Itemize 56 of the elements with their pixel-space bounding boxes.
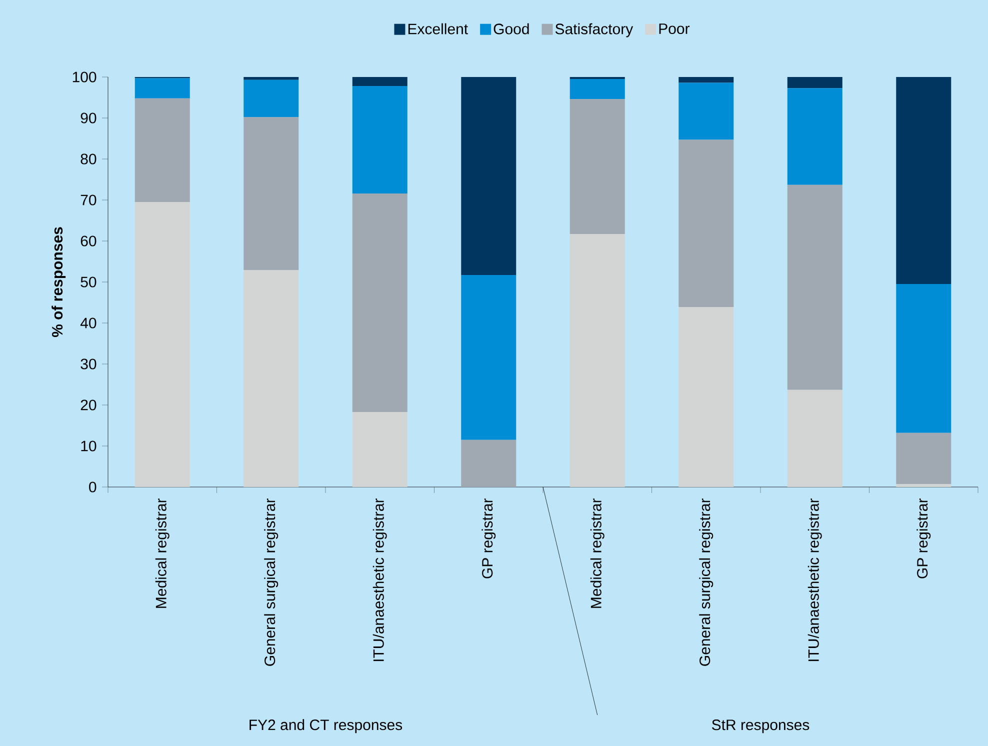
bar [678, 76, 734, 83]
bar [896, 432, 952, 484]
legend-label: Good [494, 23, 529, 34]
x-tick-label: ITU/anaesthetic registrar [808, 498, 822, 662]
bar [352, 412, 408, 487]
legend-label: Poor [659, 24, 690, 34]
x-tick-label: GP registrar [482, 498, 496, 578]
bar [461, 76, 516, 276]
bar [896, 76, 952, 284]
bar [244, 270, 299, 487]
bar [678, 140, 734, 308]
y-tick-label: 0 [89, 482, 96, 492]
bar [787, 184, 842, 390]
bar [896, 484, 952, 487]
y-tick-label: 10 [81, 440, 96, 452]
bar [244, 80, 299, 118]
bar [352, 86, 408, 194]
text: FY2 and CT responses [250, 719, 402, 734]
x-tick-label: Medical registrar [155, 498, 170, 608]
y-tick-label: 70 [80, 194, 96, 206]
y-tick-label: 90 [80, 112, 96, 124]
legend-label: Satisfactory [555, 23, 634, 38]
y-tick-label: 60 [80, 236, 96, 246]
y-tick-label: 20 [80, 400, 96, 410]
legend-label: Excellent [408, 23, 468, 34]
y-tick-label: 80 [80, 154, 96, 164]
bar [134, 202, 190, 487]
bar [352, 76, 408, 86]
bar [352, 193, 408, 412]
y-tick-label: 50 [80, 276, 96, 288]
bar [678, 82, 734, 140]
x-tick-label: General surgical registrar [264, 498, 278, 666]
bar [461, 275, 516, 440]
bar [678, 307, 734, 487]
bar [896, 284, 952, 433]
y-tick-label: 100 [72, 72, 96, 82]
bar [787, 390, 842, 487]
x-tick-label: General surgical registrar [699, 498, 714, 666]
x-tick-label: Medical registrar [590, 498, 604, 608]
bar [244, 76, 299, 80]
y-axis-title: % of responses [52, 227, 66, 338]
bar [244, 117, 299, 270]
bar [570, 76, 625, 80]
bar [787, 76, 842, 88]
bar [570, 99, 625, 234]
bar [570, 79, 625, 100]
y-tick-label: 40 [80, 318, 96, 328]
bar [570, 234, 625, 487]
bar [461, 440, 516, 487]
bar [134, 78, 190, 98]
y-tick-label: 30 [80, 358, 96, 370]
bar [134, 98, 190, 202]
text: StR responses [712, 720, 810, 734]
x-tick-label: ITU/anaesthetic registrar [372, 498, 387, 662]
bar [787, 88, 842, 185]
x-tick-label: GP registrar [916, 498, 931, 578]
